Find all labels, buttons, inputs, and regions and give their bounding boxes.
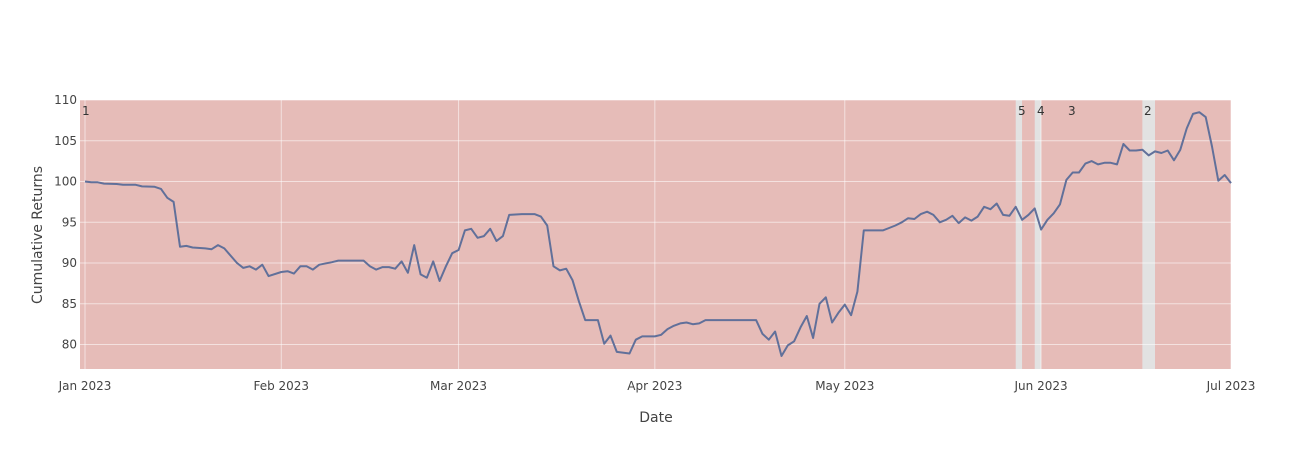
y-tick-label: 100: [54, 175, 77, 189]
x-tick-label: Mar 2023: [430, 379, 487, 393]
recovery-gap: [1034, 100, 1042, 369]
x-tick-label: Jan 2023: [58, 379, 112, 393]
x-tick-label: Apr 2023: [627, 379, 682, 393]
y-axis-title: Cumulative Returns: [30, 166, 46, 304]
drawdown-label: 5: [1018, 104, 1026, 118]
drawdown-label: 4: [1037, 104, 1045, 118]
x-tick-label: May 2023: [815, 379, 874, 393]
y-tick-label: 105: [54, 134, 77, 148]
cumulative-returns-line: [84, 111, 1232, 357]
x-tick-label: Feb 2023: [253, 379, 309, 393]
y-tick-label: 90: [62, 256, 77, 270]
x-tick-label: Jun 2023: [1014, 379, 1068, 393]
x-tick-label: Jul 2023: [1206, 379, 1256, 393]
y-tick-label: 95: [62, 215, 77, 229]
recovery-gap: [1142, 100, 1156, 369]
drawdown-label: 2: [1144, 104, 1152, 118]
y-tick-label: 110: [54, 93, 77, 107]
y-tick-label: 85: [62, 297, 77, 311]
x-axis-ticks: Jan 2023 Feb 2023 Mar 2023 Apr 2023 May 2023…: [58, 379, 1256, 393]
grid-lines: [80, 99, 1232, 369]
y-tick-label: 80: [62, 338, 77, 352]
drawdown-label: 1: [82, 104, 90, 118]
drawdown-label: 3: [1068, 104, 1076, 118]
y-axis-ticks: 80 85 90 95 100 105 110: [54, 93, 77, 352]
recovery-gaps: [1015, 100, 1156, 369]
recovery-gap: [1015, 100, 1023, 369]
x-axis-title: Date: [639, 410, 672, 426]
